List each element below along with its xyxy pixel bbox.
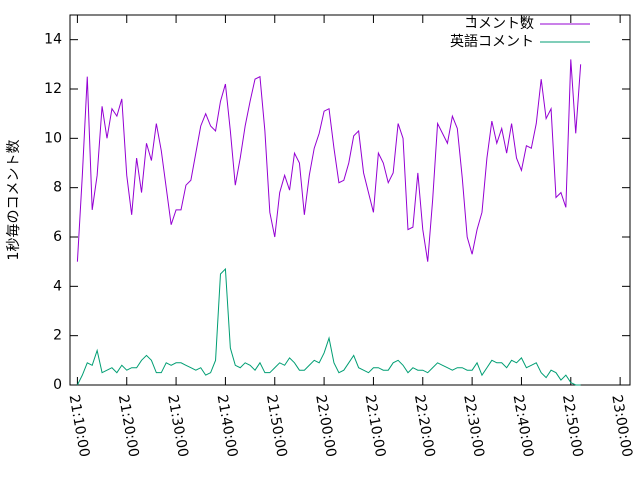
plot-border [69, 14, 631, 386]
x-tick-label: 22:00:00 [312, 394, 339, 459]
y-tick-label: 6 [53, 229, 62, 245]
series-line [76, 59, 582, 262]
x-tick-label: 21:30:00 [164, 394, 191, 459]
legend-label: コメント数 [464, 16, 534, 32]
x-tick-label: 22:30:00 [460, 394, 487, 459]
legend-label: 英語コメント [450, 33, 534, 50]
y-tick-label: 0 [53, 377, 62, 393]
x-tick-label: 21:20:00 [115, 394, 142, 459]
series-line [76, 267, 581, 386]
x-tick-label: 21:40:00 [214, 394, 241, 459]
y-tick-label: 2 [53, 328, 62, 344]
y-tick-label: 10 [44, 130, 62, 146]
y-tick-label: 12 [44, 81, 62, 97]
x-tick-label: 22:20:00 [411, 394, 438, 459]
y-tick-label: 8 [53, 180, 62, 196]
x-tick-label: 22:10:00 [362, 394, 389, 459]
y-axis-label: 1秒毎のコメント数 [6, 140, 22, 261]
y-tick-label: 4 [53, 278, 62, 294]
y-tick-label: 14 [44, 32, 62, 48]
x-tick-label: 22:40:00 [510, 394, 537, 459]
x-tick-label: 21:10:00 [66, 394, 93, 459]
x-tick-label: 22:50:00 [559, 394, 586, 459]
x-tick-label: 21:50:00 [263, 394, 290, 459]
x-tick-label: 23:00:00 [608, 394, 635, 459]
